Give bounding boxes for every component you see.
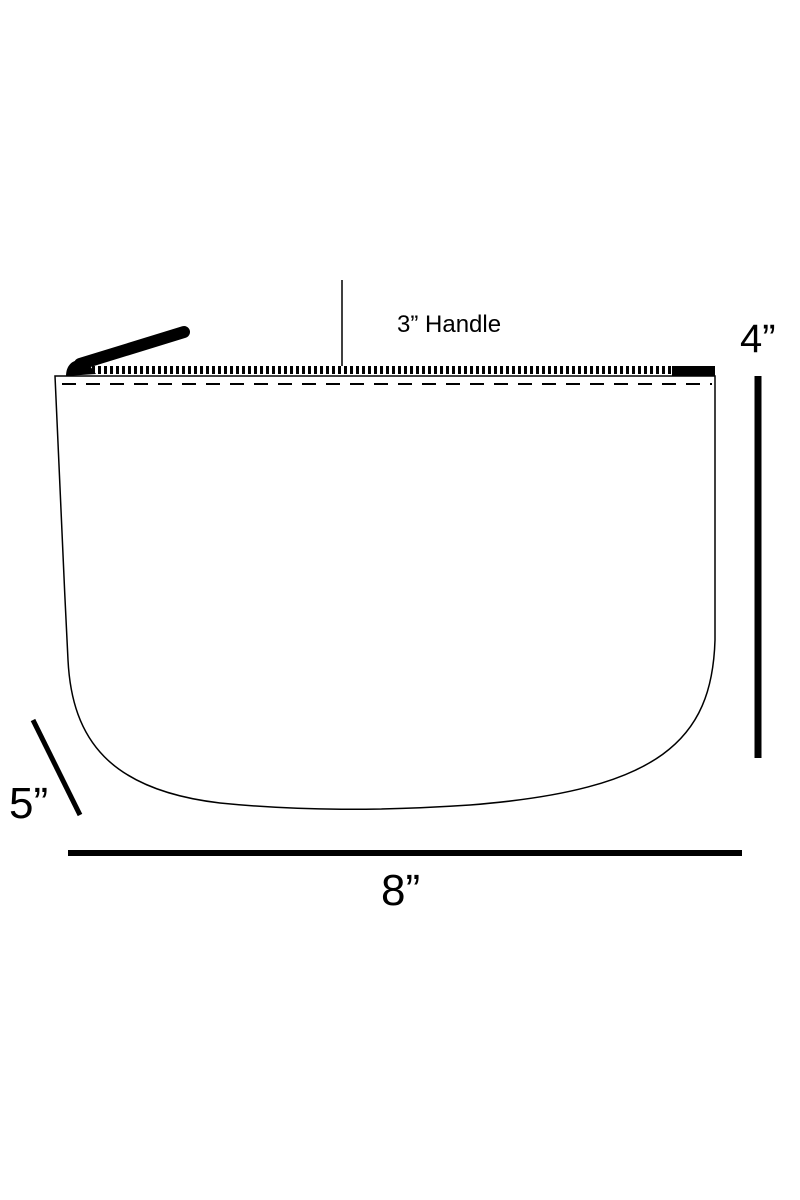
height-label: 4” — [740, 317, 776, 361]
depth-label: 5” — [9, 779, 48, 828]
pouch-outline — [54, 375, 716, 811]
zipper-end-stop — [672, 366, 715, 376]
width-label: 8” — [381, 866, 420, 915]
depth-dimension-bar — [30, 718, 83, 817]
zipper-pull-icon — [66, 326, 190, 376]
handle-label: 3” Handle — [397, 311, 501, 338]
